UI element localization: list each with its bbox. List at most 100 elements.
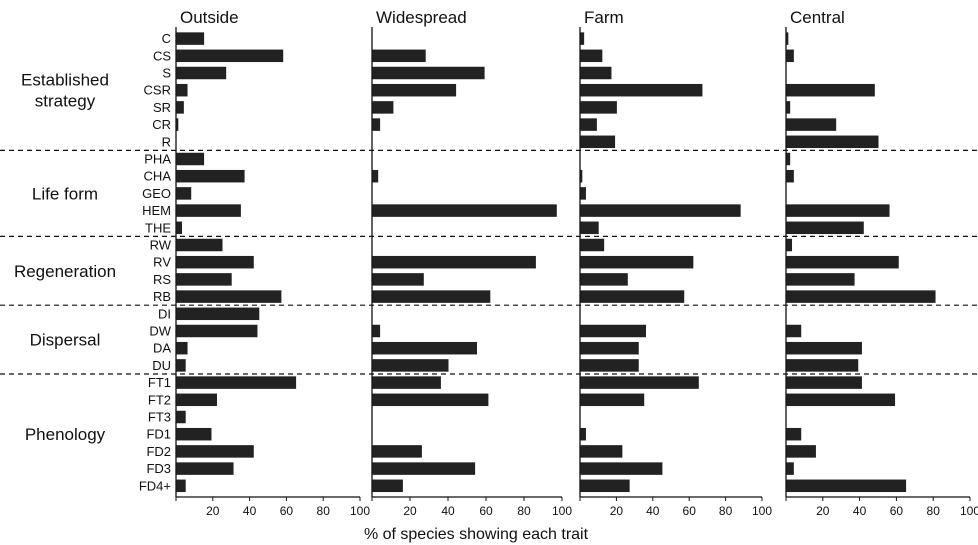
row-label-dw: DW (149, 324, 171, 339)
bar-widespread-dw (372, 324, 381, 338)
x-tick-label-farm-40: 40 (646, 504, 660, 518)
row-label-sr: SR (153, 100, 171, 115)
bar-farm-hem (580, 204, 741, 217)
panel-title-farm: Farm (584, 8, 624, 27)
row-label-pha: PHA (144, 152, 171, 167)
row-label-fd3: FD3 (146, 461, 171, 476)
bar-farm-cha (580, 169, 583, 183)
x-tick-label-widespread-100: 100 (552, 504, 572, 518)
bar-farm-fd3 (580, 462, 663, 475)
bar-central-cha (786, 169, 794, 183)
x-tick-label-central-40: 40 (853, 504, 867, 518)
row-label-rs: RS (153, 272, 171, 287)
bar-widespread-hem (372, 204, 557, 217)
x-tick-label-widespread-40: 40 (441, 504, 455, 518)
bar-outside-du (176, 359, 186, 372)
bar-widespread-fd3 (372, 462, 476, 475)
row-label-fd4: FD4+ (139, 478, 171, 493)
bar-outside-fd3 (176, 462, 234, 475)
bar-central-fd4 (786, 479, 907, 493)
group-label-3-line-0: Dispersal (30, 331, 101, 350)
bar-outside-rb (176, 290, 282, 303)
bar-outside-ft3 (176, 410, 186, 424)
bar-farm-the (580, 221, 599, 235)
bar-widespread-rb (372, 290, 491, 303)
bar-widespread-cha (372, 169, 379, 183)
x-tick-label-outside-60: 60 (280, 504, 294, 518)
bar-farm-fd1 (580, 427, 586, 441)
x-tick-label-widespread-60: 60 (479, 504, 493, 518)
bar-outside-rs (176, 273, 232, 286)
bar-central-fd1 (786, 427, 802, 441)
bar-farm-rv (580, 255, 694, 269)
bar-farm-fd2 (580, 445, 623, 458)
bar-widespread-fd2 (372, 445, 422, 458)
bar-outside-the (176, 221, 183, 235)
bar-central-the (786, 221, 864, 235)
bar-farm-csr (580, 83, 703, 97)
x-tick-label-outside-20: 20 (206, 504, 220, 518)
bar-widespread-rs (372, 273, 424, 286)
bar-outside-fd2 (176, 445, 254, 458)
bar-farm-c (580, 32, 585, 45)
x-tick-label-central-80: 80 (927, 504, 941, 518)
bar-outside-cs (176, 49, 284, 63)
bar-central-c (786, 32, 789, 45)
bar-central-fd2 (786, 445, 816, 458)
bar-outside-sr (176, 101, 184, 114)
bar-farm-ft2 (580, 393, 645, 407)
bar-central-da (786, 341, 862, 355)
group-label-2-line-0: Regeneration (14, 262, 116, 281)
bar-central-pha (786, 152, 791, 166)
bar-central-dw (786, 324, 802, 338)
panel-title-outside: Outside (180, 8, 239, 27)
bar-outside-fd1 (176, 427, 212, 441)
row-label-du: DU (152, 358, 171, 373)
bar-outside-geo (176, 187, 192, 200)
group-label-4-line-0: Phenology (25, 425, 106, 444)
row-label-cha: CHA (144, 169, 172, 184)
row-label-di: DI (158, 306, 171, 321)
bar-outside-csr (176, 83, 188, 97)
bar-widespread-sr (372, 101, 394, 114)
row-label-the: THE (145, 220, 171, 235)
bar-central-fd3 (786, 462, 794, 475)
bar-outside-ft2 (176, 393, 217, 407)
bar-central-r (786, 135, 879, 149)
bar-farm-rs (580, 273, 628, 286)
x-tick-label-farm-20: 20 (610, 504, 624, 518)
bar-central-hem (786, 204, 890, 217)
bar-central-ft1 (786, 376, 862, 389)
bar-outside-cr (176, 118, 179, 131)
bar-farm-rw (580, 238, 605, 252)
row-label-ft2: FT2 (148, 392, 171, 407)
bar-widespread-ft2 (372, 393, 489, 407)
bar-central-sr (786, 101, 791, 114)
bar-outside-c (176, 32, 205, 45)
bar-outside-da (176, 341, 188, 355)
bar-widespread-du (372, 359, 449, 372)
x-tick-label-central-20: 20 (816, 504, 830, 518)
bar-farm-r (580, 135, 616, 149)
bar-outside-pha (176, 152, 205, 166)
bar-farm-cr (580, 118, 597, 131)
bar-farm-du (580, 359, 639, 372)
bar-widespread-da (372, 341, 477, 355)
bar-outside-rw (176, 238, 223, 252)
x-tick-label-farm-60: 60 (683, 504, 697, 518)
row-label-r: R (162, 134, 171, 149)
x-tick-label-farm-100: 100 (752, 504, 772, 518)
bar-outside-di (176, 307, 260, 321)
x-tick-label-outside-40: 40 (243, 504, 257, 518)
group-label-1-line-0: Life form (32, 184, 98, 203)
bar-central-rs (786, 273, 855, 286)
bar-widespread-s (372, 66, 485, 80)
bar-farm-dw (580, 324, 647, 338)
bar-farm-fd4 (580, 479, 630, 493)
x-axis-label: % of species showing each trait (364, 526, 589, 543)
bar-central-cs (786, 49, 794, 63)
bar-outside-s (176, 66, 227, 80)
bar-central-rw (786, 238, 793, 252)
x-tick-label-central-100: 100 (960, 504, 978, 518)
